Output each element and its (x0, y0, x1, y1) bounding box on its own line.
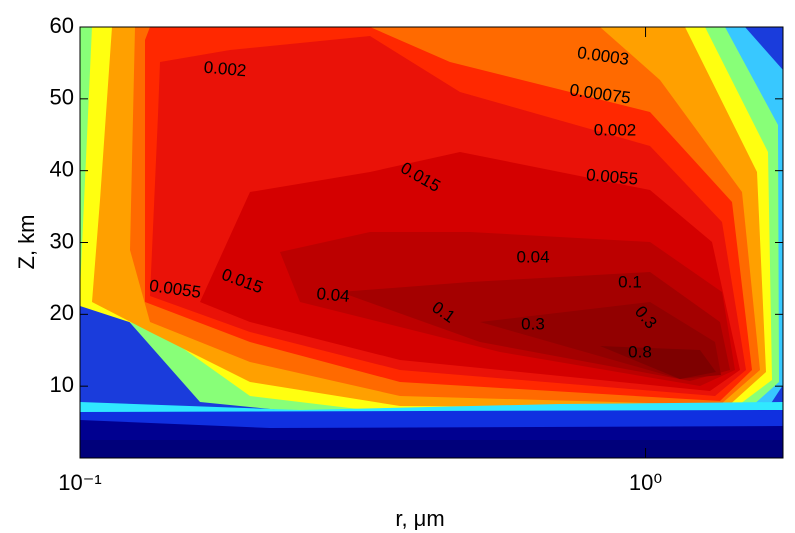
y-tick-label: 40 (50, 156, 74, 181)
contour-field (80, 27, 783, 458)
contour-label: 0.002 (203, 58, 247, 81)
x-axis-label: r, μm (395, 506, 444, 531)
contour-label: 0.04 (316, 284, 351, 306)
contour-region (600, 346, 716, 379)
y-tick-label: 50 (50, 85, 74, 110)
y-tick-label: 10 (50, 372, 74, 397)
contour-label: 0.04 (516, 247, 549, 266)
y-tick-label: 60 (50, 13, 74, 38)
contour-label: 0.3 (521, 314, 545, 333)
background-band (80, 440, 783, 458)
y-tick-label: 20 (50, 300, 74, 325)
x-tick-label: 10⁰ (629, 470, 662, 495)
y-axis-label: Z, km (14, 215, 39, 270)
contour-label: 0.0055 (585, 165, 638, 188)
x-tick-label: 10⁻¹ (58, 470, 101, 495)
contour-label: 0.1 (618, 272, 642, 291)
y-tick-label: 30 (50, 228, 74, 253)
contour-label: 0.002 (594, 120, 637, 139)
contour-label: 0.8 (628, 342, 652, 361)
axes (79, 26, 784, 459)
